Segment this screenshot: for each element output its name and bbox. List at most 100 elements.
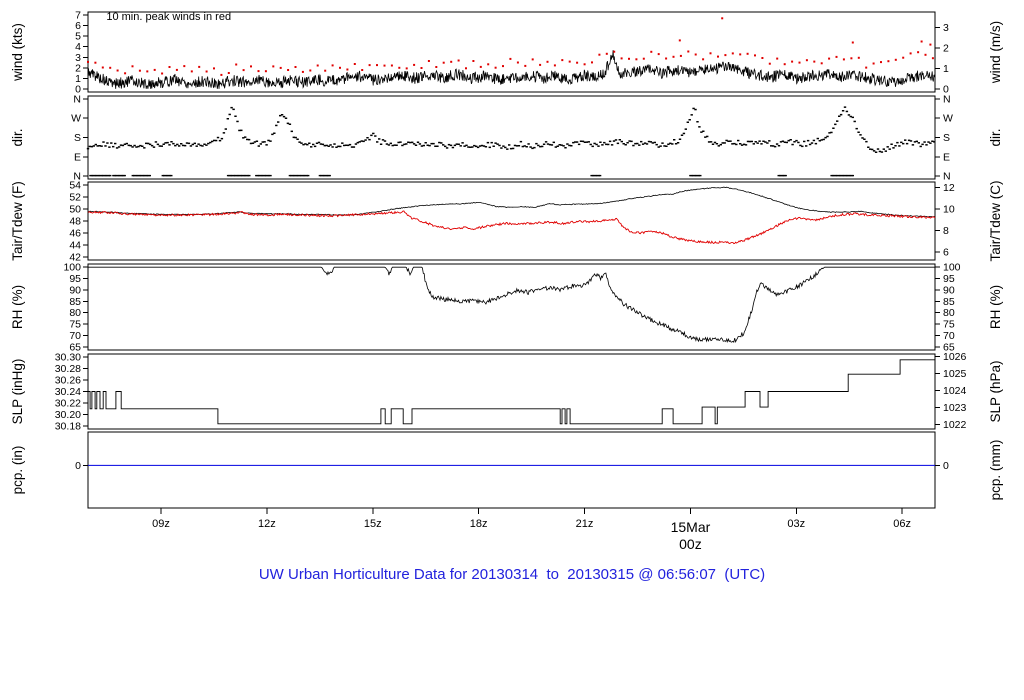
data-dot [842,58,845,61]
data-dot [608,140,612,143]
data-dot [115,147,119,149]
data-dot [498,144,501,147]
data-dot [139,144,142,147]
data-dot [213,139,216,142]
left-tick-label: 30.26 [55,374,81,386]
data-dot [508,144,511,146]
data-dot [465,144,468,147]
calm-dash [291,174,294,177]
data-dot [360,140,363,142]
right-tick-label: 1025 [943,368,967,380]
data-dot [548,143,552,146]
data-dot [290,130,293,133]
data-dot [740,144,744,146]
left-tick-label: 100 [63,262,81,274]
data-dot [195,145,198,147]
data-dot [172,142,175,145]
calm-dash [115,174,118,177]
data-dot [535,142,538,145]
calm-dash [163,174,166,177]
calm-dash [263,174,266,177]
data-dot [762,140,765,142]
data-dot [541,145,544,148]
calm-dash [134,174,137,177]
panel-precipitation: 0 0 pcp. (in) pcp. (mm) [10,431,1003,509]
data-dot [748,140,752,143]
data-dot [754,54,756,57]
left-tick-label: 30.18 [55,421,81,433]
data-dot [746,52,749,55]
data-dot [304,143,307,145]
data-dot [686,121,689,123]
data-dot [257,145,260,147]
calm-dash [170,174,173,177]
data-dot [145,142,148,145]
left-axis-title: SLP (inHg) [10,359,25,425]
data-dot [486,141,490,144]
left-tick-label: N [73,93,81,105]
data-dot [849,115,852,118]
data-dot [251,142,255,144]
data-dot [213,67,215,70]
data-dot [861,137,864,139]
data-dot [546,60,549,63]
data-dot [198,65,201,68]
calm-dash [93,174,96,177]
calm-dash [269,174,272,177]
data-dot [146,70,149,73]
data-dot [911,144,915,146]
data-dot [178,145,181,147]
right-tick-label: 0 [943,460,949,472]
data-dot [684,128,687,130]
data-dot [653,141,656,144]
data-dot [100,145,103,147]
calm-dash [104,174,108,177]
calm-dash [245,174,248,177]
data-dot [480,144,484,147]
data-dot [482,145,486,147]
data-dot [826,135,829,138]
calm-dash [301,174,304,177]
data-dot [432,142,435,145]
data-dot [835,55,838,58]
data-dot [370,134,373,137]
data-dot [777,145,781,147]
calm-dash [295,174,299,177]
data-dot [381,139,385,141]
calm-dash [290,174,293,177]
data-dot [657,53,660,56]
data-dot [711,143,715,145]
data-dot [616,142,620,145]
data-dot [209,141,212,144]
left-axis-title: pcp. (in) [10,446,25,495]
calm-dash [135,174,139,177]
data-dot [717,145,720,147]
data-dot [364,139,367,141]
right-tick-label: 85 [943,296,955,308]
calm-dash [96,174,99,177]
calm-dash [838,174,842,177]
data-dot [890,143,893,145]
data-dot [500,147,503,149]
data-dot [264,70,267,73]
data-dot [430,142,433,145]
calm-dash [848,174,852,177]
data-dot [284,117,288,119]
data-dot [577,143,581,146]
panel-frame [87,181,936,261]
data-dot [366,137,369,139]
calm-dash [297,174,300,177]
data-dot [558,144,561,146]
data-dot [669,142,672,145]
data-dot [280,114,284,116]
calm-dash [103,174,106,177]
data-dot [236,120,239,123]
data-dot [787,139,790,142]
data-dot [327,145,330,147]
panel-frame [87,95,936,180]
data-dot [863,138,866,140]
data-dot [539,145,542,148]
calm-dash [231,174,234,177]
data-dot [490,141,493,144]
